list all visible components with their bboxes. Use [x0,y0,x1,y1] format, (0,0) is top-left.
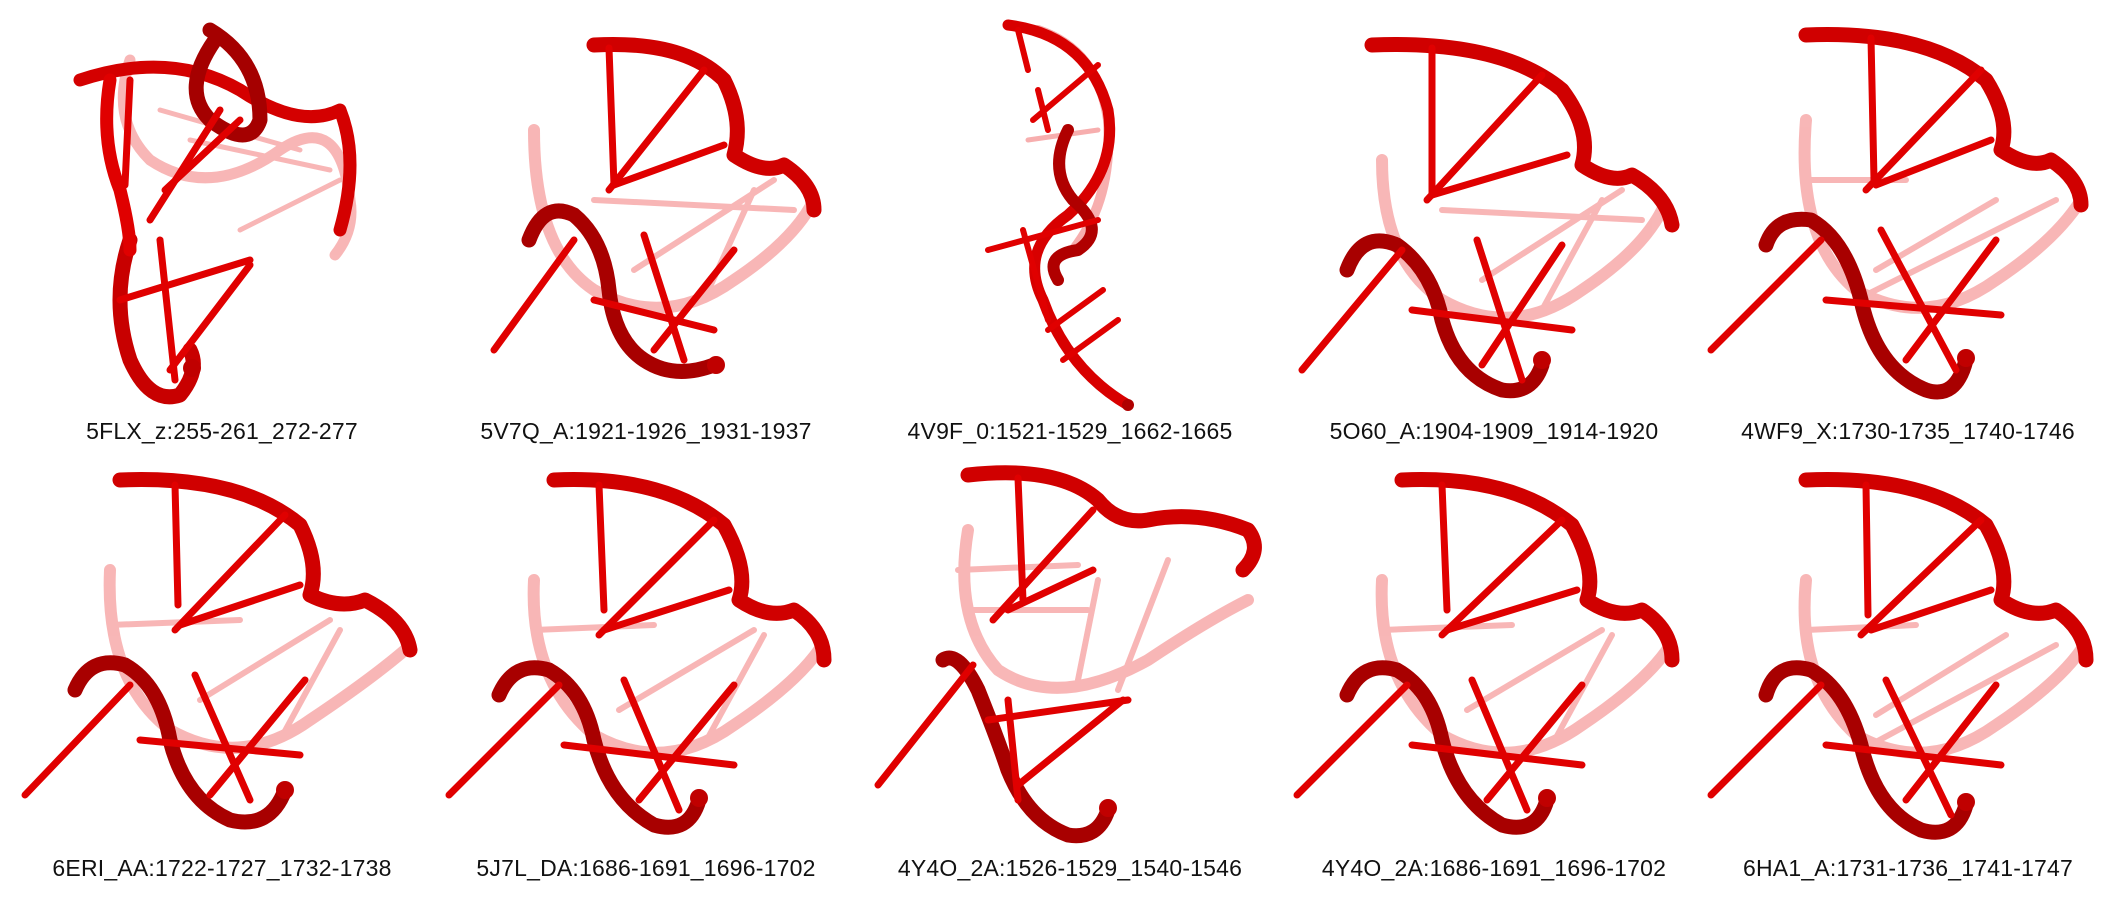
panel-2: 5V7Q_A:1921-1926_1931-1937 [434,0,858,450]
strand-end-marker [707,356,725,374]
panel-caption: 4Y4O_2A:1686-1691_1696-1702 [1321,855,1667,881]
strand-end-marker [690,789,708,807]
rna-structure-5j7l [445,472,832,835]
strand-end-marker [1099,799,1117,817]
panel-caption: 6ERI_AA:1722-1727_1732-1738 [52,855,392,881]
panel-3: 4V9F_0:1521-1529_1662-1665 [858,0,1282,450]
panel-caption: 5V7Q_A:1921-1926_1931-1937 [480,418,812,444]
panel-9: 4Y4O_2A:1686-1691_1696-1702 [1282,450,1706,900]
rna-structure-5o60 [1298,37,1680,399]
panel-caption: 4V9F_0:1521-1529_1662-1665 [907,418,1233,444]
panel-6: 6ERI_AA:1722-1727_1732-1738 [10,450,434,900]
strand-end-marker [1957,349,1975,367]
panel-caption: 5FLX_z:255-261_272-277 [86,418,358,444]
strand-end-marker [183,359,201,377]
rna-structure-6ha1 [1707,472,2094,840]
panel-1: 5FLX_z:255-261_272-277 [10,0,434,450]
panel-10: 6HA1_A:1731-1736_1741-1747 [1696,450,2120,900]
panel-caption: 5J7L_DA:1686-1691_1696-1702 [476,855,816,881]
panel-4: 5O60_A:1904-1909_1914-1920 [1282,0,1706,450]
strand-end-marker [276,781,294,799]
panel-caption: 4WF9_X:1730-1735_1740-1746 [1741,418,2075,444]
strand-end-marker [1538,789,1556,807]
panel-caption: 6HA1_A:1731-1736_1741-1747 [1742,855,2074,881]
strand-end-marker [1957,793,1975,811]
strand-end-marker [1122,399,1134,411]
rna-structure-5flx [73,22,357,405]
panel-5: 4WF9_X:1730-1735_1740-1746 [1696,0,2120,450]
panel-caption: 4Y4O_2A:1526-1529_1540-1546 [897,855,1243,881]
panel-caption: 5O60_A:1904-1909_1914-1920 [1329,418,1659,444]
strand-end-marker [1533,351,1551,369]
rna-structure-4v9f [985,19,1134,411]
rna-structure-5v7q [490,36,822,379]
rna-structure-4y4o-1526 [874,465,1262,844]
rna-structure-6eri [21,472,418,830]
rna-structure-4wf9 [1707,27,2089,400]
rna-structure-4y4o-1686 [1293,472,1680,835]
panel-7: 5J7L_DA:1686-1691_1696-1702 [434,450,858,900]
panel-8: 4Y4O_2A:1526-1529_1540-1546 [858,450,1282,900]
